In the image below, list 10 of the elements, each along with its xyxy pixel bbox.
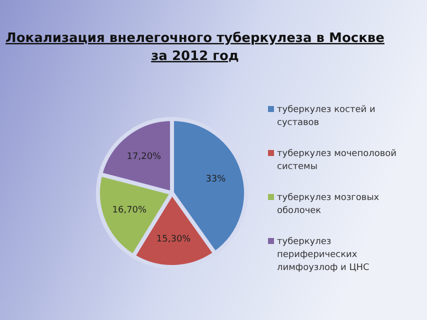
legend-label: туберкулез периферических лимфоузлоф и ЦНС [277,237,370,273]
legend-label: туберкулез мочеполовой системы [277,149,397,172]
chart-title: Локализация внелегочного туберкулеза в Москве [6,31,385,46]
chart-subtitle: за 2012 год [151,49,239,64]
legend-label: туберкулез костей и суставов [277,105,376,128]
data-label: 15,30% [156,234,192,244]
data-label: 17,20% [126,152,162,162]
legend-label: туберкулез мозговых оболочек [277,193,380,216]
data-label: 16,70% [112,206,148,216]
data-label: 33% [206,174,226,184]
